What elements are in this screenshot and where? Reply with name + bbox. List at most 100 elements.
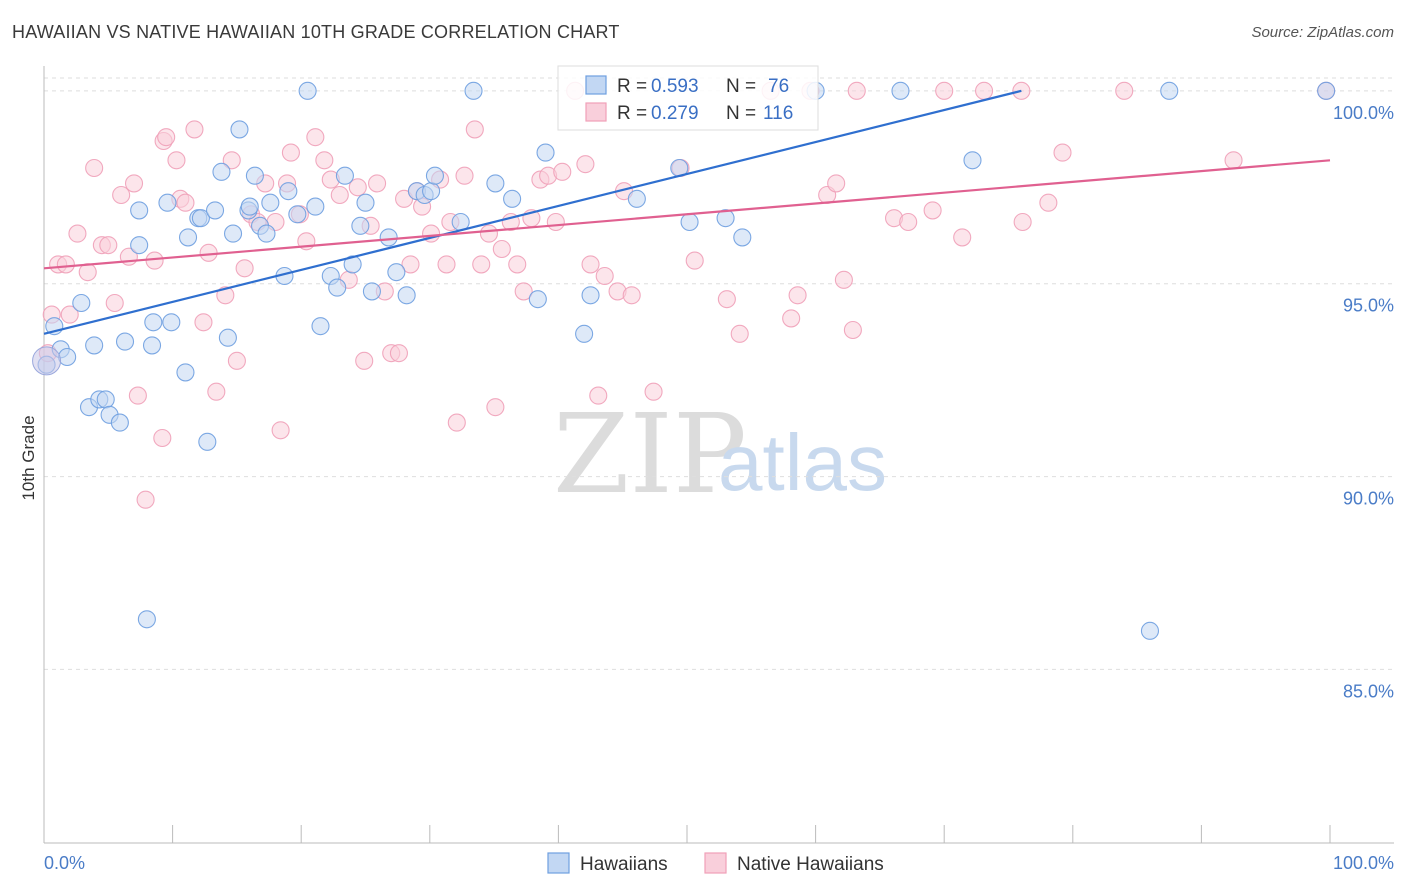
hawaiians-point-33	[257, 224, 276, 243]
hawaiians-point-27	[223, 224, 243, 243]
hawaiians-trend-line	[43, 89, 1022, 335]
x-tick-label-max: 100.0%	[1333, 853, 1394, 873]
hawaiians-point-8	[96, 390, 115, 409]
hawaiians-point-40	[311, 317, 330, 336]
hawaiians-point-46	[356, 193, 375, 212]
native-hawaiians-point-79	[595, 266, 614, 286]
hawaiians-point-38	[298, 81, 317, 100]
native-hawaiians-point-15	[136, 490, 155, 509]
legend-n-value-1: 76	[768, 76, 789, 97]
native-hawaiians-point-105	[1224, 151, 1243, 170]
y-tick-label-100: 100.0%	[1333, 103, 1394, 123]
hawaiians-point-39	[306, 197, 325, 216]
native-hawaiians-point-45	[348, 178, 367, 197]
native-hawaiians-point-41	[315, 151, 334, 170]
y-tick-label-85: 85.0%	[1343, 681, 1394, 701]
legend-swatch-hawaiians	[585, 75, 607, 95]
hawaiians-point-63	[627, 189, 646, 208]
native-hawaiians-point-100	[953, 228, 972, 247]
trend-lines	[43, 89, 1331, 335]
native-hawaiians-point-82	[622, 286, 641, 305]
hawaiians-point-6	[85, 336, 104, 355]
bottom-legend-label-hawaiians: Hawaiians	[580, 854, 668, 875]
hawaiians-point-47	[362, 282, 381, 301]
native-hawaiians-point-98	[899, 212, 918, 232]
native-hawaiians-point-14	[128, 386, 147, 405]
native-hawaiians-point-9	[99, 236, 118, 255]
native-hawaiians-point-27	[216, 286, 235, 305]
native-hawaiians-point-7	[85, 158, 104, 178]
native-hawaiians-point-74	[553, 162, 572, 181]
native-hawaiians-point-99	[923, 201, 942, 220]
hawaiians-point-20	[178, 228, 198, 247]
hawaiians-points	[32, 81, 1336, 640]
native-hawaiians-point-87	[730, 324, 749, 343]
native-hawaiians-point-48	[368, 174, 387, 193]
hawaiians-point-73	[1140, 621, 1160, 640]
native-hawaiians-point-60	[447, 413, 466, 432]
hawaiians-point-45	[351, 216, 370, 235]
native-hawaiians-point-20	[167, 151, 186, 170]
native-hawaiians-point-30	[235, 259, 254, 278]
hawaiians-point-16	[144, 313, 163, 332]
native-hawaiians-point-13	[124, 174, 144, 193]
native-hawaiians-point-35	[271, 421, 290, 440]
native-hawaiians-point-46	[355, 351, 374, 370]
native-hawaiians-point-103	[1039, 193, 1058, 212]
hawaiians-point-72	[1317, 81, 1336, 100]
hawaiians-point-48	[379, 228, 398, 247]
hawaiians-point-34	[261, 193, 280, 212]
native-hawaiians-point-101	[975, 81, 994, 100]
chart-title: HAWAIIAN VS NATIVE HAWAIIAN 10TH GRADE C…	[12, 22, 620, 42]
native-hawaiians-point-94	[834, 270, 853, 289]
native-hawaiians-point-64	[479, 224, 499, 243]
hawaiians-point-26	[218, 328, 237, 347]
hawaiians-point-53	[422, 182, 441, 201]
native-hawaiians-point-89	[782, 309, 801, 328]
legend-n-value-2: 116	[763, 103, 793, 124]
hawaiians-point-67	[733, 228, 752, 247]
native-hawaiians-point-5	[68, 224, 87, 243]
hawaiians-point-59	[528, 290, 547, 309]
hawaiians-point-17	[158, 193, 177, 212]
hawaiians-point-61	[575, 324, 594, 343]
hawaiians-point-43	[335, 166, 354, 185]
native-hawaiians-point-78	[589, 386, 608, 405]
native-hawaiians-point-22	[176, 193, 195, 212]
bottom-legend-swatch-hawaiians	[547, 852, 570, 874]
native-hawaiians-point-93	[827, 174, 846, 193]
hawaiians-point-62	[581, 286, 600, 305]
legend-r-value-1: 0.593	[651, 76, 699, 97]
native-hawaiians-point-76	[576, 155, 595, 174]
hawaiians-point-30	[240, 197, 259, 216]
hawaiians-point-18	[162, 313, 181, 332]
hawaiians-point-60	[536, 143, 555, 162]
native-hawaiians-point-24	[194, 313, 213, 332]
native-hawaiians-point-23	[185, 120, 204, 139]
hawaiians-point-56	[464, 81, 483, 100]
hawaiians-point-54	[425, 166, 444, 185]
native-hawaiians-point-3	[56, 255, 75, 274]
native-hawaiians-point-62	[465, 120, 484, 139]
watermark-atlas: atlas	[718, 418, 887, 507]
native-hawaiians-point-61	[455, 166, 474, 185]
hawaiians-point-3	[58, 347, 77, 367]
series-legend: Hawaiians Native Hawaiians	[547, 852, 884, 875]
hawaiians-point-42	[328, 278, 347, 297]
native-hawaiians-point-65	[486, 398, 505, 417]
native-hawaiians-point-11	[112, 185, 131, 205]
source-credit: Source: ZipAtlas.com	[1251, 24, 1394, 41]
native-hawaiians-point-85	[685, 251, 704, 270]
native-hawaiians-point-77	[581, 255, 600, 274]
legend-r-value-2: 0.279	[651, 103, 699, 124]
y-axis-label: 10th Grade	[19, 415, 38, 500]
hawaiians-point-28	[230, 120, 249, 139]
native-hawaiians-point-63	[472, 255, 491, 274]
hawaiians-point-71	[1160, 81, 1179, 100]
legend-r-label-2: R =	[617, 103, 647, 124]
native-hawaiians-point-86	[717, 290, 736, 309]
legend-n-label-2: N =	[726, 103, 756, 124]
hawaiians-point-10	[110, 413, 129, 432]
native-hawaiians-point-53	[401, 255, 420, 274]
native-hawaiians-point-4	[60, 305, 79, 324]
